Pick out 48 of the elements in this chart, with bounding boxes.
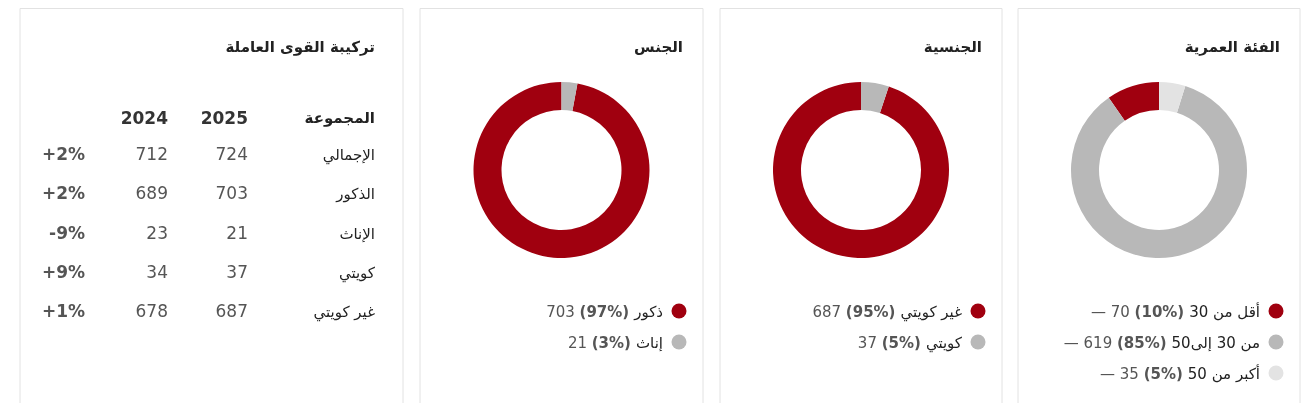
chart-title: الجنس [634, 38, 683, 56]
legend-label: غير كويتي [900, 303, 963, 322]
donut-slice [861, 82, 889, 114]
legend-label: أقل من 30 [1189, 302, 1260, 321]
data-label: 34 [146, 261, 168, 282]
category-label: الإناث [339, 224, 375, 243]
category-label: الإجمالي [322, 146, 375, 165]
data-label: +9% [41, 261, 85, 282]
legend-label: من 30 إلى50 [1171, 334, 1260, 352]
chart-title: الجنسية [923, 38, 982, 56]
donut-slice [1071, 86, 1247, 258]
data-label: 678 [135, 301, 168, 322]
donut-slice [1108, 82, 1159, 121]
data-label: 687 (95%) [812, 303, 896, 321]
text: المجموعة [304, 109, 375, 127]
data-label: 21 (3%) [567, 334, 631, 352]
chart-title: الفئة العمرية [1184, 38, 1280, 56]
data-label: 37 [226, 261, 248, 282]
data-label: +2% [41, 144, 85, 164]
legend-label: ذكور [633, 303, 663, 321]
legend-label: كويتي [925, 334, 963, 353]
category-label: الذكور [335, 185, 375, 204]
text: تركيبة القوى العاملة [225, 38, 375, 56]
category-label: كويتي [338, 263, 376, 283]
data-label: 703 [215, 183, 248, 204]
text: 2025 [200, 108, 248, 128]
data-label: 21 [226, 222, 248, 243]
data-label: — 619 (85%) [1063, 334, 1167, 352]
data-label: 37 (5%) [857, 334, 921, 352]
legend-label: أكبر من 50 [1187, 364, 1260, 383]
data-label: — 70 (10%) [1090, 303, 1185, 321]
donut-slice [473, 82, 650, 258]
data-label: +2% [41, 183, 85, 204]
data-label: 712 [135, 144, 168, 164]
data-label: +1% [41, 301, 85, 322]
data-label: 687 [215, 301, 248, 322]
data-label: 23 [146, 222, 168, 243]
data-label: 724 [215, 144, 248, 164]
data-label: 703 (97%) [546, 303, 630, 321]
category-label: غير كويتي [313, 303, 376, 323]
data-label: -9% [49, 222, 85, 243]
data-label: 689 [135, 183, 168, 204]
legend-label: إناث [635, 334, 663, 352]
text: 2024 [120, 108, 169, 128]
donut-slice [773, 82, 949, 258]
donut-slice [561, 82, 578, 111]
donut-slice [1159, 82, 1186, 113]
data-label: — 35 (5%) [1100, 365, 1183, 383]
